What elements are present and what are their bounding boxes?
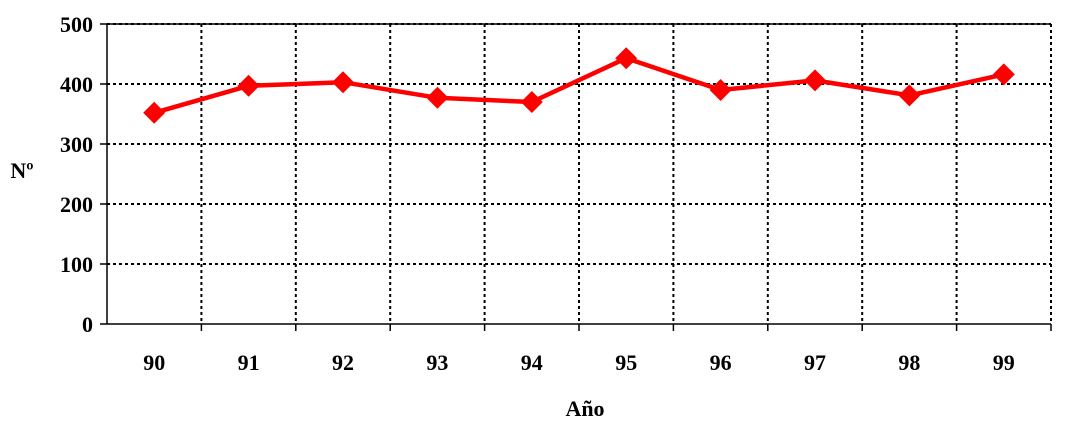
series-line — [153, 55, 1005, 115]
y-tick-label: 500 — [60, 12, 93, 37]
data-point-marker — [898, 84, 921, 107]
grid-lines — [107, 23, 1052, 324]
x-tick-label: 99 — [993, 350, 1015, 375]
x-tick-label: 95 — [615, 350, 637, 375]
data-point-marker — [426, 86, 449, 109]
y-tick-label: 400 — [60, 72, 93, 97]
y-tick-label: 300 — [60, 132, 93, 157]
y-tick-labels: 0 100 200 300 400 500 — [60, 12, 93, 337]
data-point-marker — [237, 74, 260, 97]
data-point-marker — [992, 63, 1015, 86]
axes — [100, 23, 1052, 331]
x-tick-label: 90 — [143, 350, 165, 375]
y-tick-label: 200 — [60, 192, 93, 217]
data-series — [143, 47, 1015, 124]
x-tick-label: 92 — [332, 350, 354, 375]
x-tick-label: 97 — [804, 350, 826, 375]
data-point-marker — [804, 69, 826, 92]
data-point-marker — [520, 91, 543, 113]
x-axis-title: Año — [565, 396, 604, 421]
data-point-marker — [615, 47, 638, 70]
data-point-marker — [709, 79, 732, 101]
x-tick-label: 96 — [710, 350, 732, 375]
x-tick-label: 94 — [521, 350, 543, 375]
x-tick-label: 91 — [238, 350, 260, 375]
y-tick-label: 0 — [82, 312, 93, 337]
y-axis-title: Nº — [10, 158, 33, 183]
data-point-marker — [143, 101, 166, 124]
x-tick-labels: 90 91 92 93 94 95 96 97 98 99 — [143, 350, 1015, 375]
x-tick-label: 93 — [426, 350, 448, 375]
data-point-marker — [332, 71, 354, 94]
x-tick-label: 98 — [898, 350, 920, 375]
y-tick-label: 100 — [60, 252, 93, 277]
